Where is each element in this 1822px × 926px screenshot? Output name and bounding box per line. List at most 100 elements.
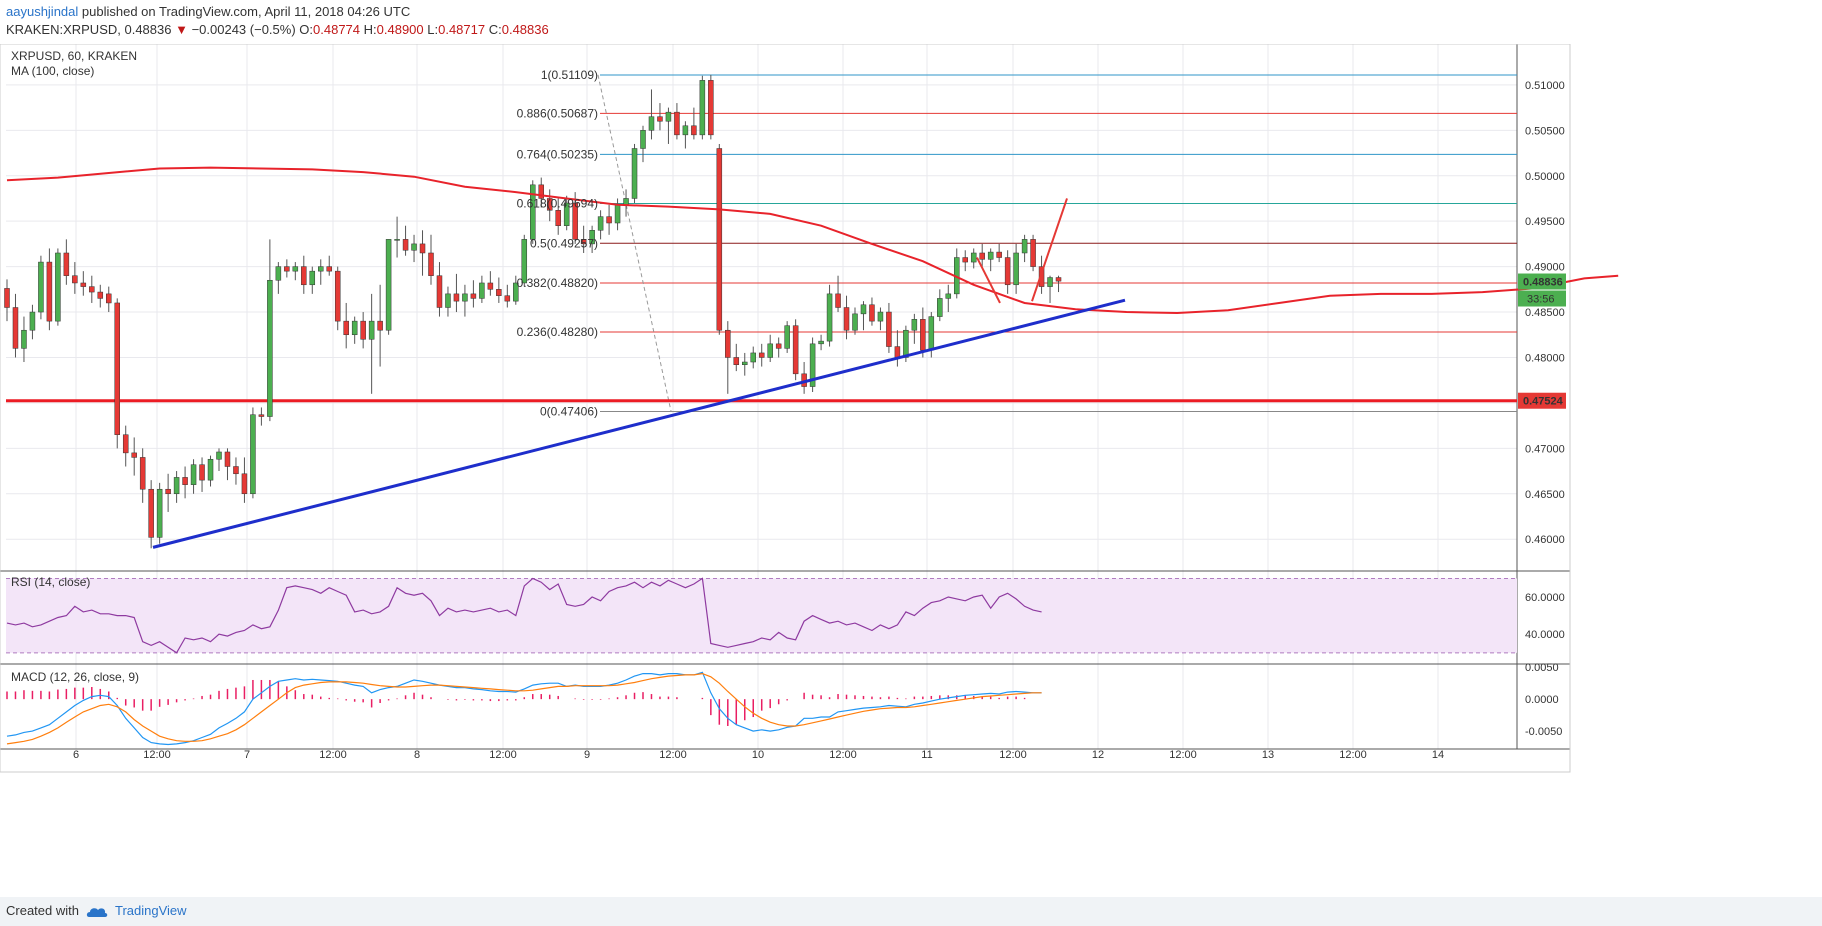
candle-body	[758, 352, 765, 358]
support-price-label: 0.47524	[1523, 396, 1564, 408]
candle-body	[699, 80, 706, 136]
x-tick-label: 12:00	[1339, 749, 1367, 761]
forecast-up-line	[1031, 198, 1068, 302]
y-tick-label: 0.51000	[1525, 80, 1565, 92]
candle-body	[716, 148, 723, 331]
x-tick-label: 12	[1092, 749, 1104, 761]
y-tick-label: 0.47000	[1525, 443, 1565, 455]
tradingview-logo-text[interactable]: TradingView	[115, 903, 187, 918]
author-link[interactable]: aayushjindal	[6, 4, 79, 19]
candle-body	[394, 239, 400, 241]
candle-body	[326, 266, 332, 272]
y-tick-label: 0.50000	[1525, 171, 1565, 183]
candle-body	[496, 289, 502, 296]
x-tick-label: 12:00	[999, 749, 1027, 761]
countdown-label: 33:56	[1527, 294, 1555, 306]
candle-body	[1030, 239, 1036, 267]
x-tick-label: 14	[1432, 749, 1444, 761]
macd-title: MACD (12, 26, close, 9)	[11, 670, 139, 684]
y-tick-label: 0.46000	[1525, 534, 1565, 546]
forecast-down-line	[976, 257, 1001, 304]
macd-tick-label: 0.0050	[1525, 662, 1559, 674]
candle-body	[843, 307, 850, 331]
fib-level-label: 0(0.47406)	[540, 404, 598, 418]
candle-body	[852, 313, 858, 331]
rsi-tick-label: 60.0000	[1525, 592, 1565, 604]
candle-body	[1038, 266, 1045, 287]
candle-body	[29, 311, 36, 331]
candle-body	[385, 239, 392, 331]
candle-body	[818, 340, 824, 345]
trendline	[152, 298, 1126, 549]
candle-body	[106, 293, 112, 304]
symbol-label: KRAKEN:XRPUSD,	[6, 22, 121, 37]
candle-body	[275, 266, 282, 281]
candle-body	[835, 293, 841, 308]
candle-body	[241, 473, 248, 495]
x-tick-label: 12:00	[489, 749, 517, 761]
candle-body	[445, 293, 451, 308]
fib-level-label: 0.764(0.50235)	[517, 147, 598, 161]
candle-body	[199, 464, 205, 481]
fib-level-label: 1(0.51109)	[541, 68, 598, 82]
open-label: O:	[299, 22, 314, 37]
support-price-badge	[1518, 392, 1566, 409]
ma-indicator-label: MA (100, close)	[11, 64, 94, 78]
candle-body	[1021, 239, 1028, 254]
candle-body	[377, 320, 383, 331]
rsi-line	[6, 577, 1042, 654]
down-arrow-icon: ▼	[175, 22, 188, 37]
chart-area[interactable]: 6 12:00 7 12:00 8 12:00 9 12:00 10 12:00 11 12:00 12…	[0, 44, 1822, 897]
candle-body	[920, 319, 926, 351]
candle-body	[996, 251, 1002, 258]
candle-body	[513, 282, 519, 302]
y-tick-label: 0.48000	[1525, 352, 1565, 364]
fib-level-label: 0.236(0.48280)	[517, 325, 598, 339]
candle-body	[402, 239, 409, 251]
low-label: L:	[423, 22, 439, 37]
candle-body	[233, 466, 239, 475]
change-value: −0.00243 (−0.5%)	[187, 22, 300, 37]
candle-body	[284, 266, 290, 272]
footer-bar: Created with TradingView	[0, 897, 1822, 926]
candle-body	[903, 329, 909, 358]
candle-body	[411, 243, 417, 251]
candle-body	[258, 414, 265, 417]
candle-body	[46, 261, 53, 322]
candle-body	[589, 230, 595, 245]
candle-body	[148, 488, 154, 538]
candle-body	[63, 252, 70, 276]
macd-tick-label: -0.0050	[1525, 726, 1562, 738]
symbol-info: KRAKEN:XRPUSD, 0.48836 ▼ −0.00243 (−0.5%…	[6, 22, 549, 38]
tradingview-cloud-icon	[86, 908, 108, 917]
publish-info: aayushjindal published on TradingView.co…	[6, 4, 410, 20]
candle-body	[436, 275, 443, 308]
x-tick-label: 13	[1262, 749, 1274, 761]
candle-body	[55, 252, 61, 322]
high-label: H:	[360, 22, 377, 37]
candle-body	[97, 291, 104, 299]
candle-body	[894, 346, 901, 358]
candle-body	[139, 457, 146, 490]
fib-level-label: 0.5(0.49257)	[530, 236, 598, 250]
candle-body	[572, 202, 578, 240]
high-value: 0.48900	[376, 22, 424, 37]
candle-body	[877, 311, 884, 322]
candle-body	[860, 304, 867, 315]
candle-body	[623, 198, 629, 206]
last-price-label: 0.48836	[1523, 277, 1563, 289]
candle-body	[4, 288, 10, 308]
x-tick-label: 11	[921, 749, 932, 761]
candle-body	[504, 295, 511, 302]
candle-body	[368, 320, 375, 340]
x-tick-label: 12:00	[1169, 749, 1197, 761]
header-bar: aayushjindal published on TradingView.co…	[0, 0, 1822, 44]
candle-body	[470, 293, 477, 299]
x-tick-label: 12:00	[143, 749, 171, 761]
candle-body	[606, 216, 612, 224]
countdown-badge	[1518, 290, 1566, 307]
candle-body	[733, 357, 740, 365]
candle-body	[767, 343, 773, 358]
candle-body	[665, 111, 672, 122]
candle-body	[72, 275, 78, 284]
